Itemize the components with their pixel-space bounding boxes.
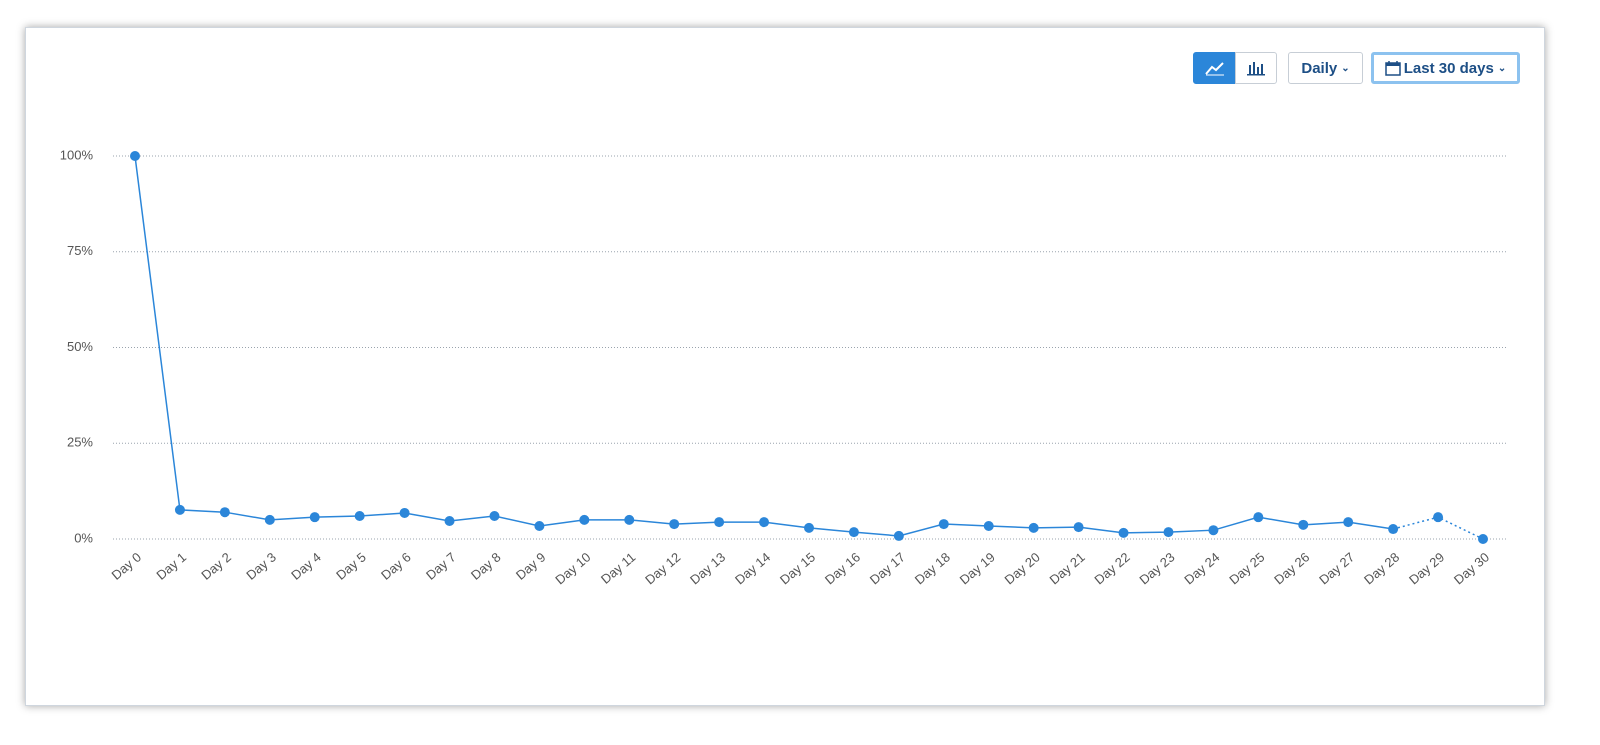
x-tick-label: Day 7 [423,549,459,582]
point [669,519,680,530]
y-tick-label: 50% [67,339,93,354]
x-tick-label: Day 16 [822,549,863,587]
point [354,511,365,522]
x-tick-label: Day 0 [108,549,144,582]
chevron: ⌄ [1497,62,1507,74]
point [174,504,185,515]
x-tick-label: Day 15 [777,549,818,587]
x-tick-label: Day 26 [1271,549,1312,587]
point [399,507,410,518]
x-tick-label: Day 24 [1181,549,1222,587]
point [309,512,320,523]
x-tick-label: Day 19 [957,549,998,587]
point [534,520,545,531]
point [804,522,814,533]
interval-dropdown[interactable]: Daily ⌄ [1288,52,1363,84]
x-tick-label: Day 27 [1316,549,1357,587]
line-view-button[interactable] [1193,52,1236,84]
bar-view-button[interactable] [1235,52,1277,84]
chevron: ⌄ [1341,62,1350,74]
point [938,519,949,530]
x-tick-label: Day 5 [333,549,369,582]
x-tick-label: Day 1 [153,549,189,582]
x-tick-label: Day 12 [642,549,683,587]
point [1478,534,1488,544]
point [983,520,994,531]
point [489,511,500,522]
point [1388,524,1399,535]
point [579,514,590,525]
point [893,530,904,541]
point [1208,525,1219,536]
x-tick-label: Day 28 [1361,549,1402,587]
point [1253,512,1264,523]
point [1298,519,1309,530]
x-tick-label: Day 17 [867,549,908,587]
point [1028,522,1039,533]
x-tick-label: Day 25 [1226,549,1267,587]
chart-card [25,27,1545,706]
x-tick-label: Day 8 [468,549,504,582]
x-tick-label: Day 14 [732,549,773,587]
point [219,507,230,518]
x-tick-label: Day 4 [288,549,324,582]
bar-icon [1247,62,1265,76]
y-tick-label: 100% [60,147,94,162]
x-tick-label: Day 10 [552,549,593,587]
x-tick-label: Day 3 [243,549,279,582]
point [1433,512,1444,523]
point [444,515,455,526]
point [848,527,859,538]
point [759,517,770,528]
point [1163,527,1174,538]
y-tick-label: 0% [74,530,93,545]
y-tick-label: 75% [67,243,93,258]
point [1118,527,1129,538]
x-tick-label: Day 20 [1002,549,1043,587]
x-tick-label: Day 2 [198,549,234,582]
x-tick-label: Day 29 [1406,549,1447,587]
x-tick-label: Day 18 [912,549,953,587]
range-label: Last 30 days [1403,59,1494,77]
point [130,151,140,161]
x-tick-label: Day 13 [687,549,728,587]
y-tick-label: 25% [67,435,93,450]
x-tick-label: Day 21 [1047,549,1088,587]
x-tick-label: Day 9 [513,549,549,582]
x-tick-label: Day 11 [598,549,638,586]
x-tick-label: Day 22 [1091,549,1132,587]
interval-label: Daily [1301,59,1338,77]
x-tick-label: Day 30 [1451,549,1492,587]
point [714,517,725,528]
point [624,514,635,525]
x-tick-label: Day 23 [1136,549,1177,587]
point [264,514,275,525]
line [134,155,1394,537]
x-tick-label: Day 6 [378,549,414,582]
calendar-icon [1385,61,1401,76]
line-icon [1204,62,1224,76]
point [1073,522,1084,533]
point [1343,517,1354,528]
range-dropdown[interactable]: Last 30 days ⌄ [1371,52,1520,84]
